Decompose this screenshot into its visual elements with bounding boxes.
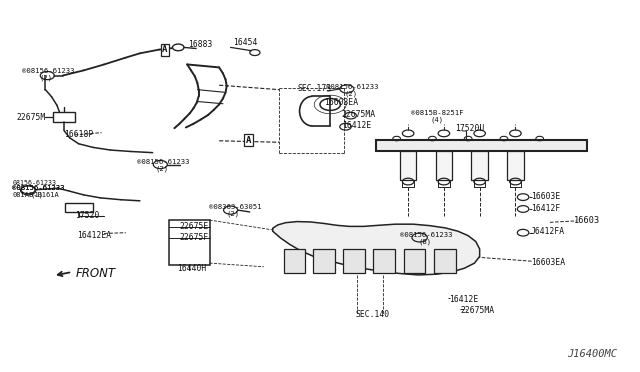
Text: 16412F: 16412F (531, 204, 560, 213)
Text: (8): (8) (419, 239, 431, 245)
Bar (65, 203, 93, 212)
Text: SEC.173: SEC.173 (298, 84, 332, 93)
Bar (400, 151, 417, 180)
Text: 22675F: 22675F (179, 232, 209, 242)
Text: 16440H: 16440H (177, 264, 206, 273)
Bar (404, 249, 426, 273)
Text: 17520: 17520 (75, 211, 99, 220)
Text: J16400MC: J16400MC (568, 349, 618, 359)
Text: J6412FA: J6412FA (531, 227, 565, 237)
Bar (373, 249, 395, 273)
Text: 17520U: 17520U (456, 124, 484, 134)
Text: 16603E: 16603E (531, 192, 560, 201)
Text: ®08156-61233: ®08156-61233 (22, 68, 74, 74)
Bar (53, 112, 75, 122)
Bar (471, 151, 488, 180)
Text: 16412E: 16412E (449, 295, 478, 304)
Text: ®08363-63051: ®08363-63051 (209, 205, 261, 211)
Text: 16603EA: 16603EA (531, 258, 565, 267)
Bar (435, 249, 456, 273)
Text: 08IAB-B161A: 08IAB-B161A (12, 192, 59, 198)
Text: ®08156-61233: ®08156-61233 (326, 84, 379, 90)
Text: ®08156-61233: ®08156-61233 (401, 232, 453, 238)
Text: (2): (2) (39, 74, 52, 81)
Text: ®0815B-8251F: ®0815B-8251F (412, 110, 464, 116)
Text: 22675E: 22675E (179, 221, 209, 231)
Text: (2): (2) (227, 211, 240, 217)
Text: 22675MA: 22675MA (461, 306, 495, 315)
Bar (507, 151, 524, 180)
Text: 16883: 16883 (188, 40, 212, 49)
Text: A: A (246, 135, 251, 145)
Text: (1): (1) (30, 192, 43, 198)
Bar (313, 249, 335, 273)
Text: 16454: 16454 (233, 38, 257, 47)
Bar (376, 140, 587, 151)
Text: 22675M: 22675M (16, 113, 45, 122)
Text: 16603: 16603 (574, 217, 600, 225)
Text: 22675MA: 22675MA (342, 110, 376, 119)
Text: 08156-61233: 08156-61233 (12, 180, 56, 186)
Text: ®08156-61233: ®08156-61233 (12, 185, 65, 191)
Bar (169, 220, 209, 264)
Text: A: A (162, 45, 168, 54)
Text: 16412EA: 16412EA (77, 231, 111, 240)
Text: (2): (2) (344, 90, 357, 97)
Text: 16412E: 16412E (342, 121, 371, 130)
Bar (343, 249, 365, 273)
Text: ®08156-61233: ®08156-61233 (138, 159, 190, 165)
Bar (284, 249, 305, 273)
Text: 16618P: 16618P (65, 129, 94, 139)
Text: (2): (2) (156, 166, 168, 172)
Text: 16603EA: 16603EA (324, 99, 358, 108)
Text: ®08156-61233: ®08156-61233 (12, 185, 65, 191)
Polygon shape (273, 222, 479, 275)
Text: FRONT: FRONT (76, 267, 116, 280)
Text: SEC.140: SEC.140 (356, 311, 390, 320)
Text: (4): (4) (431, 117, 444, 123)
Bar (436, 151, 452, 180)
